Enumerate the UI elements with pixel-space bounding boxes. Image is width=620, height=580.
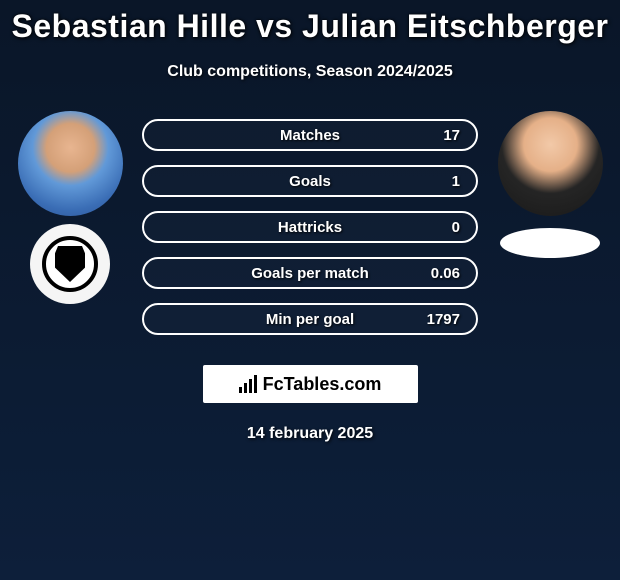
stat-row-hattricks: Hattricks 0 [142, 211, 478, 243]
right-player-column [490, 111, 610, 258]
stat-label: Goals [289, 173, 331, 190]
stat-label: Hattricks [278, 219, 342, 236]
stat-label: Min per goal [266, 311, 354, 328]
comparison-date: 14 february 2025 [10, 425, 610, 443]
comparison-card: Sebastian Hille vs Julian Eitschberger C… [0, 0, 620, 443]
stat-value: 17 [443, 127, 460, 144]
brand-badge[interactable]: FcTables.com [203, 365, 418, 403]
stat-row-min-per-goal: Min per goal 1797 [142, 303, 478, 335]
left-player-photo [18, 111, 123, 216]
stats-column: Matches 17 Goals 1 Hattricks 0 Goals per… [130, 111, 490, 349]
stat-label: Matches [280, 127, 340, 144]
stat-value: 1 [452, 173, 460, 190]
left-player-column [10, 111, 130, 304]
right-club-placeholder [500, 228, 600, 258]
comparison-title: Sebastian Hille vs Julian Eitschberger [10, 8, 610, 45]
stat-value: 0.06 [431, 265, 460, 282]
club-logo-ring [42, 236, 98, 292]
stat-value: 1797 [427, 311, 460, 328]
bar-chart-icon [239, 375, 257, 393]
stat-row-matches: Matches 17 [142, 119, 478, 151]
stat-value: 0 [452, 219, 460, 236]
brand-text: FcTables.com [263, 374, 382, 395]
stat-row-goals: Goals 1 [142, 165, 478, 197]
right-player-photo [498, 111, 603, 216]
main-row: Matches 17 Goals 1 Hattricks 0 Goals per… [10, 111, 610, 349]
club-logo-shield-icon [55, 246, 85, 282]
stat-label: Goals per match [251, 265, 369, 282]
comparison-subtitle: Club competitions, Season 2024/2025 [10, 63, 610, 81]
left-club-logo [30, 224, 110, 304]
stat-row-goals-per-match: Goals per match 0.06 [142, 257, 478, 289]
